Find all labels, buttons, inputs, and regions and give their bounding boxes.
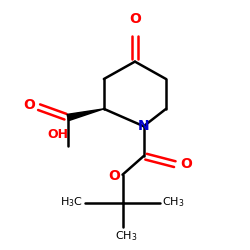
Text: CH$_3$: CH$_3$ [115,230,138,243]
Polygon shape [67,109,104,121]
Text: O: O [108,169,120,183]
Text: OH: OH [48,128,68,141]
Text: O: O [23,98,35,112]
Text: O: O [180,156,192,170]
Text: CH$_3$: CH$_3$ [162,195,185,209]
Text: H$_3$C: H$_3$C [60,195,83,209]
Text: O: O [129,12,141,26]
Text: N: N [138,119,149,133]
